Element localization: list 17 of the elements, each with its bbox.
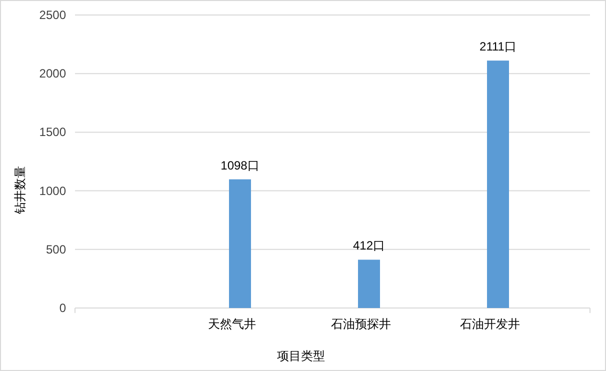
y-tick-label: 2000 [39,66,66,81]
bar [229,179,251,308]
data-label: 412口 [352,238,386,253]
y-tick-label: 1500 [39,125,66,140]
y-tick-label: 500 [46,242,66,256]
y-axis-title: 钻井数量 [13,166,27,215]
data-label: 1098口 [220,158,260,172]
x-tick-label: 石油开发井 [460,317,520,331]
x-tick-label: 石油预探井 [331,317,391,331]
y-tick-label: 0 [59,301,66,315]
bar [358,260,380,308]
x-axis-title: 项目类型 [277,349,325,363]
data-label: 2111口 [480,40,516,54]
y-tick-label: 1000 [39,184,66,198]
y-tick-label: 2500 [39,8,66,22]
x-tick-label: 天然气井 [208,317,256,331]
bar [487,60,509,308]
